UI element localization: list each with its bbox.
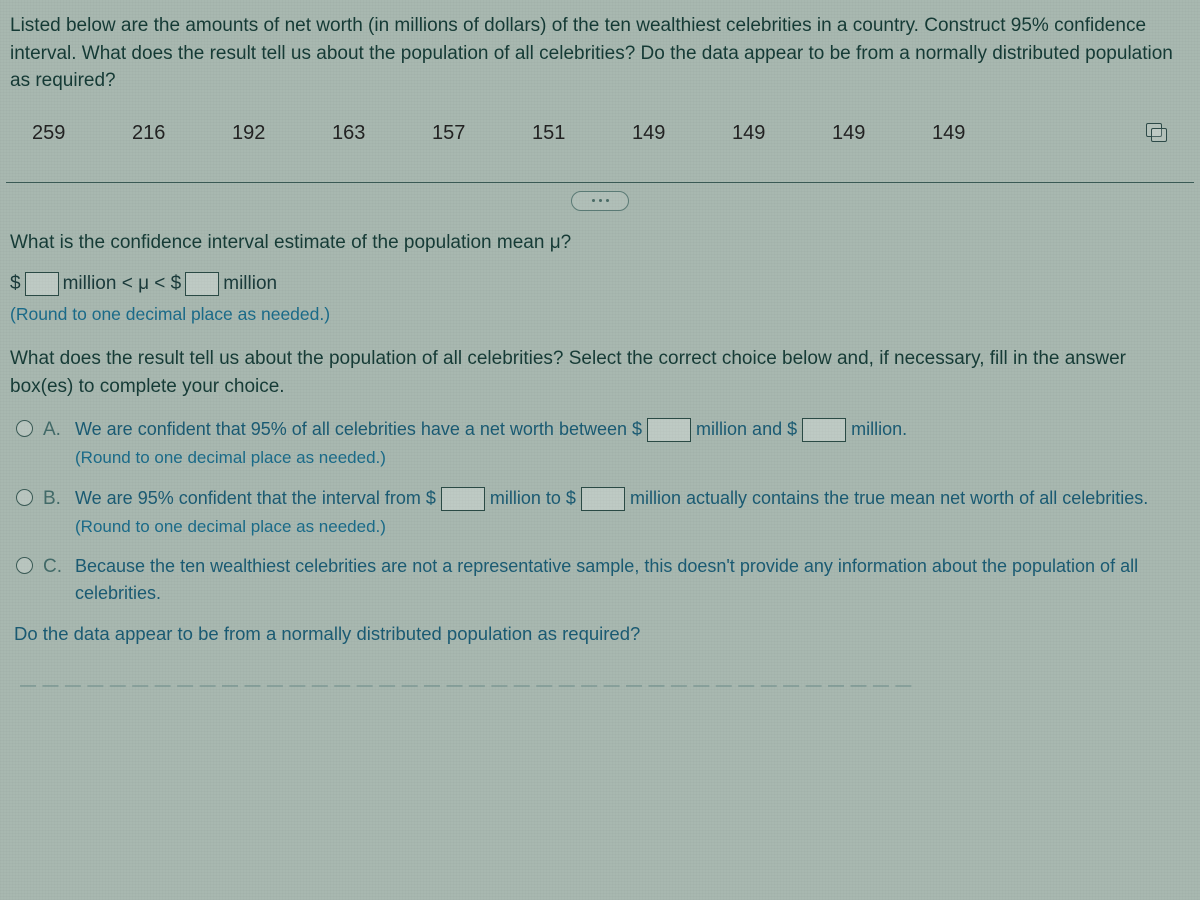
choice-b[interactable]: B. We are 95% confident that the interva… (16, 485, 1186, 540)
copy-icon[interactable] (1146, 123, 1168, 143)
label: We are 95% confident that the interval f… (75, 488, 436, 508)
choice-b-input-1[interactable] (441, 487, 485, 511)
label: million. (851, 419, 907, 439)
data-value: 259 (32, 119, 84, 148)
ci-upper-input[interactable] (185, 272, 219, 296)
question-1: What is the confidence interval estimate… (10, 229, 1190, 257)
divider (6, 182, 1194, 183)
label: million actually contains the true mean … (630, 488, 1148, 508)
data-value: 151 (532, 119, 584, 148)
radio-b[interactable] (16, 489, 33, 506)
question-3: Do the data appear to be from a normally… (14, 621, 1188, 648)
label: $ (10, 270, 21, 298)
data-value: 149 (832, 119, 884, 148)
label: million to $ (490, 488, 576, 508)
choice-a-input-2[interactable] (802, 418, 846, 442)
data-value: 149 (932, 119, 984, 148)
truncated-text: — — — — — — — — — — — — — — — — — — — — … (20, 674, 1186, 697)
label: We are confident that 95% of all celebri… (75, 419, 642, 439)
ci-fill-line: $ million < μ < $ million (10, 270, 1190, 298)
problem-statement: Listed below are the amounts of net wort… (6, 10, 1194, 105)
expand-pill-icon[interactable] (571, 191, 629, 211)
rounding-hint: (Round to one decimal place as needed.) (75, 445, 907, 471)
choice-letter: B. (43, 485, 65, 513)
data-value: 149 (632, 119, 684, 148)
rounding-hint: (Round to one decimal place as needed.) (75, 514, 1148, 540)
ci-lower-input[interactable] (25, 272, 59, 296)
data-value: 192 (232, 119, 284, 148)
data-value: 149 (732, 119, 784, 148)
radio-c[interactable] (16, 557, 33, 574)
choice-b-text: We are 95% confident that the interval f… (75, 485, 1148, 540)
data-value: 157 (432, 119, 484, 148)
choice-c-text: Because the ten wealthiest celebrities a… (75, 553, 1186, 607)
choice-letter: A. (43, 416, 65, 444)
label: million (223, 270, 277, 298)
choice-a-text: We are confident that 95% of all celebri… (75, 416, 907, 471)
data-value: 163 (332, 119, 384, 148)
choice-c[interactable]: C. Because the ten wealthiest celebritie… (16, 553, 1186, 607)
data-values-row: 259 216 192 163 157 151 149 149 149 149 (6, 105, 1194, 166)
radio-a[interactable] (16, 420, 33, 437)
question-2: What does the result tell us about the p… (10, 345, 1190, 400)
rounding-hint: (Round to one decimal place as needed.) (10, 302, 1190, 327)
choice-letter: C. (43, 553, 65, 581)
label: million < μ < $ (63, 270, 182, 298)
choice-a-input-1[interactable] (647, 418, 691, 442)
data-value: 216 (132, 119, 184, 148)
label: million and $ (696, 419, 797, 439)
choice-b-input-2[interactable] (581, 487, 625, 511)
choice-a[interactable]: A. We are confident that 95% of all cele… (16, 416, 1186, 471)
